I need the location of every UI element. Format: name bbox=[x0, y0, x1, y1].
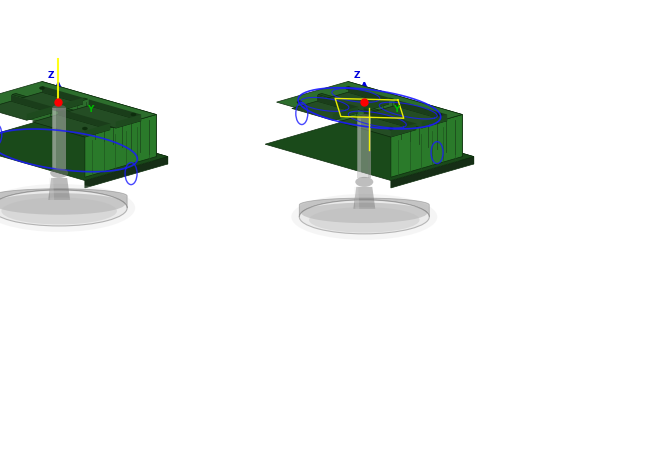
Polygon shape bbox=[265, 120, 474, 180]
Ellipse shape bbox=[50, 168, 68, 178]
Polygon shape bbox=[422, 114, 447, 128]
Polygon shape bbox=[357, 117, 372, 178]
Ellipse shape bbox=[52, 105, 66, 111]
Polygon shape bbox=[49, 178, 54, 200]
Polygon shape bbox=[334, 98, 394, 115]
Ellipse shape bbox=[357, 114, 372, 120]
Polygon shape bbox=[85, 123, 110, 137]
Polygon shape bbox=[57, 108, 110, 130]
Polygon shape bbox=[48, 178, 70, 200]
Polygon shape bbox=[391, 114, 462, 177]
Polygon shape bbox=[42, 86, 83, 104]
Polygon shape bbox=[364, 108, 416, 130]
Text: Y: Y bbox=[393, 105, 399, 114]
Polygon shape bbox=[0, 101, 52, 120]
Ellipse shape bbox=[1, 198, 117, 224]
Polygon shape bbox=[63, 106, 141, 128]
Ellipse shape bbox=[355, 177, 374, 187]
Polygon shape bbox=[11, 95, 52, 113]
Polygon shape bbox=[85, 114, 156, 177]
Polygon shape bbox=[354, 187, 359, 209]
Ellipse shape bbox=[40, 87, 44, 90]
Polygon shape bbox=[323, 92, 389, 111]
Polygon shape bbox=[115, 114, 141, 128]
Polygon shape bbox=[27, 107, 52, 120]
Ellipse shape bbox=[291, 194, 438, 240]
Polygon shape bbox=[348, 82, 462, 157]
Polygon shape bbox=[395, 99, 447, 121]
Polygon shape bbox=[368, 117, 372, 178]
Ellipse shape bbox=[82, 127, 87, 130]
Polygon shape bbox=[292, 101, 358, 120]
Polygon shape bbox=[57, 98, 83, 111]
Polygon shape bbox=[12, 93, 115, 123]
Ellipse shape bbox=[388, 127, 393, 130]
Polygon shape bbox=[339, 114, 416, 137]
Ellipse shape bbox=[437, 113, 442, 116]
Polygon shape bbox=[317, 95, 358, 113]
Text: Z: Z bbox=[353, 71, 360, 80]
Polygon shape bbox=[391, 157, 474, 188]
Ellipse shape bbox=[0, 193, 125, 215]
Polygon shape bbox=[52, 108, 66, 169]
Polygon shape bbox=[42, 82, 156, 157]
Polygon shape bbox=[370, 106, 447, 128]
Ellipse shape bbox=[131, 113, 136, 116]
Polygon shape bbox=[53, 108, 56, 169]
Polygon shape bbox=[348, 120, 474, 164]
Polygon shape bbox=[85, 157, 168, 188]
Polygon shape bbox=[0, 189, 127, 208]
Polygon shape bbox=[42, 120, 168, 164]
Polygon shape bbox=[0, 120, 168, 180]
Polygon shape bbox=[88, 99, 141, 121]
Polygon shape bbox=[333, 107, 358, 120]
Ellipse shape bbox=[0, 190, 127, 226]
Polygon shape bbox=[391, 123, 416, 137]
Polygon shape bbox=[0, 82, 156, 135]
Text: Y: Y bbox=[87, 105, 93, 114]
Text: Z: Z bbox=[48, 71, 53, 80]
Polygon shape bbox=[348, 86, 389, 104]
Ellipse shape bbox=[299, 200, 429, 234]
Ellipse shape bbox=[345, 87, 350, 90]
Polygon shape bbox=[299, 198, 429, 217]
Polygon shape bbox=[16, 92, 83, 111]
Polygon shape bbox=[364, 98, 389, 111]
Polygon shape bbox=[63, 108, 66, 169]
Polygon shape bbox=[277, 82, 462, 135]
Polygon shape bbox=[358, 117, 361, 178]
Polygon shape bbox=[32, 114, 110, 137]
Ellipse shape bbox=[309, 207, 420, 233]
Polygon shape bbox=[353, 187, 376, 209]
Polygon shape bbox=[318, 93, 421, 123]
Polygon shape bbox=[28, 98, 88, 115]
Ellipse shape bbox=[297, 101, 302, 104]
Ellipse shape bbox=[301, 202, 427, 223]
Ellipse shape bbox=[0, 184, 135, 232]
